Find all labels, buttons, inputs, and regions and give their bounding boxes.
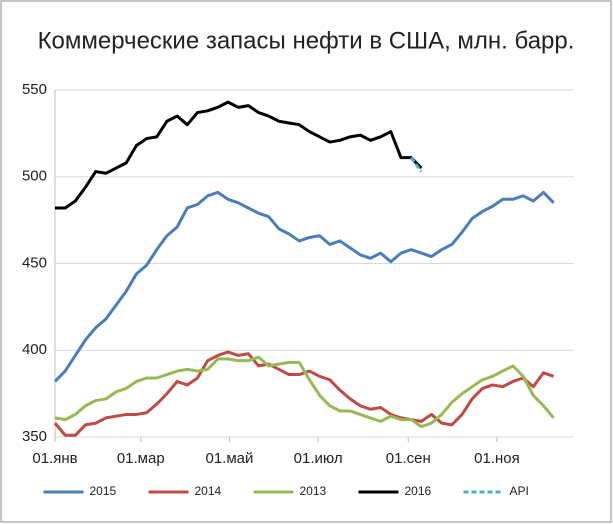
- legend-label: 2013: [300, 484, 327, 498]
- x-tick-label: 01.сен: [386, 450, 431, 467]
- y-tick-label: 550: [22, 81, 47, 98]
- x-tick-label: 01.июл: [294, 450, 343, 467]
- x-tick-label: 01.май: [206, 450, 254, 467]
- x-tick-label: 01.мар: [117, 450, 165, 467]
- line-series: [54, 355, 555, 429]
- legend-label: API: [510, 484, 529, 498]
- legend-label: 2016: [405, 484, 432, 498]
- legend-label: 2015: [90, 484, 117, 498]
- x-tick-label: 01.ноя: [474, 450, 520, 467]
- line-series: [409, 156, 423, 173]
- x-tick-label: 01.янв: [32, 450, 77, 467]
- chart-title: Коммерческие запасы нефти в США, млн. ба…: [38, 27, 575, 54]
- y-tick-label: 400: [22, 341, 47, 358]
- y-tick-label: 500: [22, 168, 47, 185]
- line-series: [53, 190, 555, 383]
- y-tick-label: 350: [22, 428, 47, 445]
- legend-label: 2014: [195, 484, 222, 498]
- y-tick-label: 450: [22, 254, 47, 271]
- line-series: [55, 100, 423, 210]
